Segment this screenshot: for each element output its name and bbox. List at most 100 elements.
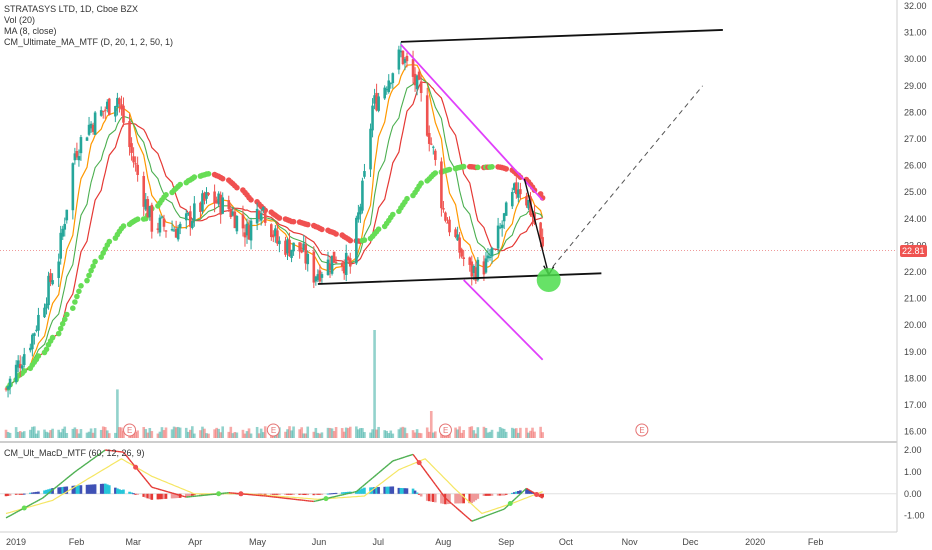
candle-body — [63, 223, 67, 230]
candle-body — [229, 208, 233, 217]
volume-bar — [174, 427, 178, 438]
volume-bar — [369, 432, 372, 438]
volume-bar — [334, 427, 338, 438]
macd-histogram-bar — [75, 485, 79, 494]
macd-line-segment — [84, 462, 88, 466]
candle-body — [22, 354, 26, 365]
macd-histogram-bar — [114, 487, 117, 494]
macd-line-segment — [412, 453, 416, 458]
candle-body — [458, 237, 461, 253]
candle-body — [191, 221, 194, 228]
candle-body — [75, 151, 79, 158]
volume-bar — [411, 430, 415, 438]
volume-bar — [199, 430, 202, 438]
macd-line-segment — [479, 516, 483, 519]
candle-body — [57, 261, 60, 278]
candle-body — [148, 206, 152, 218]
earnings-label: E — [271, 426, 276, 435]
candle-body — [35, 329, 38, 331]
volume-bar — [432, 432, 435, 438]
macd-line-segment — [368, 479, 371, 482]
macd-histogram-bar — [120, 490, 123, 494]
candle-body — [519, 189, 522, 195]
candle-body — [278, 240, 281, 245]
macd-histogram-bar — [330, 493, 334, 495]
volume-bar — [304, 433, 308, 438]
macd-histogram-bar — [488, 493, 492, 496]
ma50-dot — [460, 163, 467, 170]
macd-histogram-bar — [401, 488, 405, 494]
candle-body — [375, 92, 378, 111]
volume-bar — [91, 432, 95, 438]
macd-histogram-bar — [20, 493, 24, 495]
macd-histogram-bar — [377, 487, 380, 494]
macd-histogram-bar — [385, 486, 389, 494]
macd-line-segment — [519, 491, 523, 495]
macd-line-segment — [380, 468, 384, 472]
macd-histogram-bar — [342, 492, 346, 494]
macd-histogram-bar — [425, 493, 429, 501]
candle-body — [116, 97, 119, 108]
main-legend: STRATASYS LTD, 1D, Cboe BZX Vol (20) MA … — [4, 4, 173, 48]
volume-bar — [316, 432, 320, 438]
candle-body — [326, 259, 330, 275]
macd-line-segment — [131, 461, 135, 466]
volume-bar — [278, 427, 281, 438]
volume-bar — [344, 427, 348, 438]
candle-body — [525, 196, 528, 206]
macd-line-segment — [428, 475, 432, 480]
volume-bar — [533, 431, 536, 438]
volume-bar — [45, 431, 48, 438]
macd-line-segment — [461, 511, 465, 515]
macd-cross-dot — [133, 464, 139, 470]
candle-body — [120, 104, 123, 110]
volume-bar — [191, 426, 194, 438]
candle-body — [65, 209, 69, 221]
macd-line-segment — [483, 515, 487, 518]
volume-bar — [328, 427, 332, 438]
candle-body — [174, 228, 178, 238]
candle-body — [500, 224, 504, 228]
candle-body — [6, 386, 10, 390]
macd-line-segment — [447, 499, 450, 503]
volume-bar — [348, 426, 352, 438]
candle-body — [59, 232, 62, 259]
macd-histogram-bar — [16, 493, 20, 495]
volume-bar — [255, 426, 259, 438]
macd-line-segment — [501, 508, 505, 511]
macd-line-segment — [400, 456, 404, 459]
time-tick-label: May — [249, 537, 267, 547]
macd-line-segment — [147, 481, 151, 486]
candle-body — [233, 211, 237, 229]
candle-body — [482, 261, 486, 275]
volume-bar — [482, 426, 486, 438]
volume-bar — [486, 432, 490, 438]
macd-histogram-bar — [29, 492, 32, 494]
price-tick-label: 24.00 — [904, 214, 927, 224]
volume-bar — [136, 430, 139, 438]
macd-line-segment — [80, 465, 84, 469]
macd-cross-dot — [21, 505, 27, 511]
volume-bar — [458, 426, 461, 438]
macd-line-segment — [402, 456, 406, 459]
candle-body — [448, 219, 451, 233]
macd-line-segment — [517, 493, 521, 497]
candle-body — [85, 137, 89, 141]
macd-histogram-bar — [320, 493, 324, 495]
ma-legend: MA (8, close) — [4, 26, 57, 36]
candle-body — [442, 208, 445, 210]
macd-line-segment — [390, 460, 394, 464]
ma50-dot — [333, 231, 339, 237]
volume-bar — [257, 433, 261, 438]
candle-body — [373, 95, 376, 104]
volume-bar — [496, 431, 500, 438]
candle-body — [340, 262, 344, 267]
candle-body — [312, 251, 316, 283]
macd-histogram-bar — [73, 485, 77, 494]
macd-line-segment — [526, 487, 529, 491]
macd-histogram-bar — [427, 493, 431, 502]
macd-histogram-bar — [278, 493, 281, 495]
volume-bar — [189, 429, 192, 438]
volume-bar — [79, 429, 83, 438]
